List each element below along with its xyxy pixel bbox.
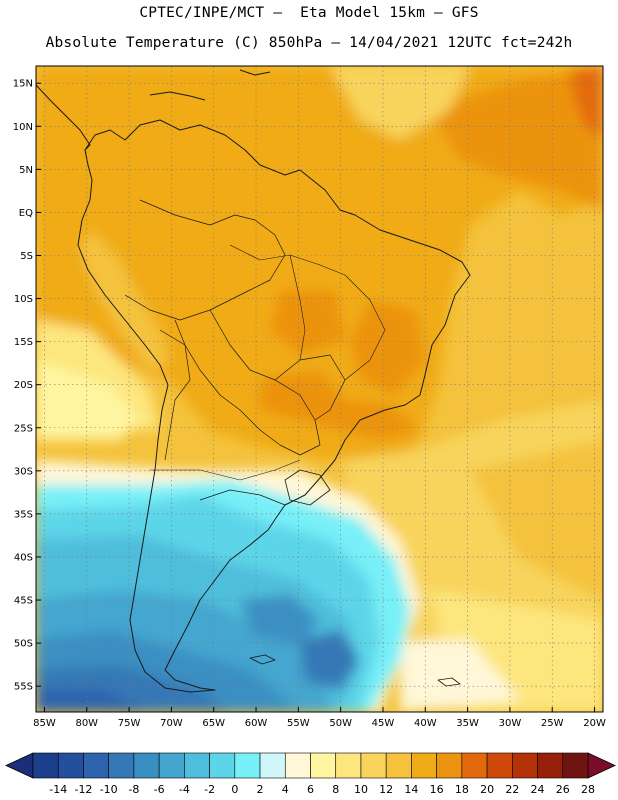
- lon-tick-label: 55W: [287, 718, 310, 729]
- lat-tick-label: 5S: [20, 251, 33, 262]
- colorbar-swatch: [83, 752, 109, 779]
- colorbar-swatch: [133, 752, 160, 779]
- colorbar-swatch: [57, 752, 84, 779]
- lon-tick-label: 40W: [414, 718, 437, 729]
- lon-tick-label: 85W: [33, 718, 56, 729]
- colorbar-swatch: [158, 752, 185, 779]
- colorbar-swatch: [436, 752, 463, 779]
- colorbar-label: 12: [379, 783, 393, 796]
- lon-tick-label: 80W: [75, 718, 98, 729]
- colorbar-label: 22: [505, 783, 519, 796]
- colorbar-swatch: [184, 752, 210, 779]
- colorbar-swatch: [385, 752, 412, 779]
- colorbar-label: 8: [332, 783, 339, 796]
- colorbar-swatch: [284, 752, 311, 779]
- colorbar-label: -10: [100, 783, 118, 796]
- colorbar-swatch: [360, 752, 387, 779]
- colorbar-label: 10: [354, 783, 368, 796]
- lat-tick-label: 20S: [14, 380, 33, 391]
- colorbar-label: 20: [480, 783, 494, 796]
- lon-tick-label: 45W: [372, 718, 395, 729]
- lat-tick-label: EQ: [19, 208, 33, 219]
- lon-tick-label: 50W: [329, 718, 352, 729]
- lon-tick-label: 70W: [160, 718, 183, 729]
- lat-tick-label: 10N: [13, 122, 33, 133]
- colorbar-swatch: [537, 752, 564, 779]
- longitude-axis: 85W 80W 75W 70W 65W 60W 55W 50W 45W 40W 35W 30W 25W 2…: [33, 707, 606, 729]
- colorbar-swatch: [512, 752, 538, 779]
- lat-tick-label: 15S: [14, 337, 33, 348]
- colorbar-label: 16: [430, 783, 444, 796]
- colorbar-label: 0: [231, 783, 238, 796]
- lat-tick-label: 25S: [14, 423, 33, 434]
- colorbar-swatch: [562, 752, 589, 779]
- lat-tick-label: 35S: [14, 509, 33, 520]
- latitude-axis: 15N 10N 5N EQ 5S 10S 15S 20S 25S 30S 35S 40S 45S 50S 5…: [13, 79, 41, 693]
- colorbar-label: 4: [282, 783, 289, 796]
- lon-tick-label: 65W: [202, 718, 225, 729]
- colorbar-label: 26: [556, 783, 570, 796]
- map-title-line-1: CPTEC/INPE/MCT – Eta Model 15km – GFS: [139, 5, 479, 21]
- colorbar-swatch: [486, 752, 513, 779]
- colorbar-swatch: [234, 752, 261, 779]
- colorbar-label: 28: [581, 783, 595, 796]
- map-title-line-2: Absolute Temperature (C) 850hPa – 14/04/…: [45, 35, 573, 51]
- colorbar-under-arrow: [5, 752, 34, 779]
- colorbar-swatch: [310, 752, 337, 779]
- colorbar-label: -4: [179, 783, 190, 796]
- lon-tick-label: 60W: [245, 718, 268, 729]
- colorbar-label: -2: [204, 783, 215, 796]
- lon-tick-label: 35W: [456, 718, 479, 729]
- colorbar-swatch: [209, 752, 236, 779]
- colorbar-swatch: [32, 752, 59, 779]
- lon-tick-label: 20W: [583, 718, 606, 729]
- temperature-field: [36, 66, 603, 712]
- lat-tick-label: 5N: [19, 165, 33, 176]
- colorbar-swatch: [461, 752, 488, 779]
- colorbar-label: -8: [128, 783, 139, 796]
- lat-tick-label: 45S: [14, 596, 33, 607]
- colorbar-label: 14: [404, 783, 418, 796]
- lon-tick-label: 25W: [541, 718, 564, 729]
- colorbar-label: -6: [154, 783, 165, 796]
- colorbar-label: 24: [531, 783, 545, 796]
- colorbar-swatch: [411, 752, 437, 779]
- colorbar-label: -14: [49, 783, 67, 796]
- colorbar-label: 18: [455, 783, 469, 796]
- lat-tick-label: 55S: [14, 682, 33, 693]
- lat-tick-label: 15N: [13, 79, 33, 90]
- coastline: [36, 69, 471, 693]
- colorbar-label: 6: [307, 783, 314, 796]
- colorbar-swatch: [335, 752, 362, 779]
- map-frame: [35, 65, 604, 713]
- colorbar-label: 2: [257, 783, 264, 796]
- colorbar: -14 -12 -10 -8 -6 -4 -2 0 2 4 6 8 10 12 14 16 18 20 22 24 26…: [5, 752, 616, 796]
- lat-tick-label: 10S: [14, 294, 33, 305]
- lat-tick-label: 30S: [14, 466, 33, 477]
- lon-tick-label: 75W: [118, 718, 141, 729]
- lat-tick-label: 50S: [14, 639, 33, 650]
- lat-tick-label: 40S: [14, 552, 33, 563]
- colorbar-swatch: [108, 752, 135, 779]
- graticule: [36, 66, 603, 712]
- lon-tick-label: 30W: [499, 718, 522, 729]
- colorbar-swatch: [259, 752, 286, 779]
- colorbar-over-arrow: [587, 752, 616, 779]
- colorbar-label: -12: [74, 783, 92, 796]
